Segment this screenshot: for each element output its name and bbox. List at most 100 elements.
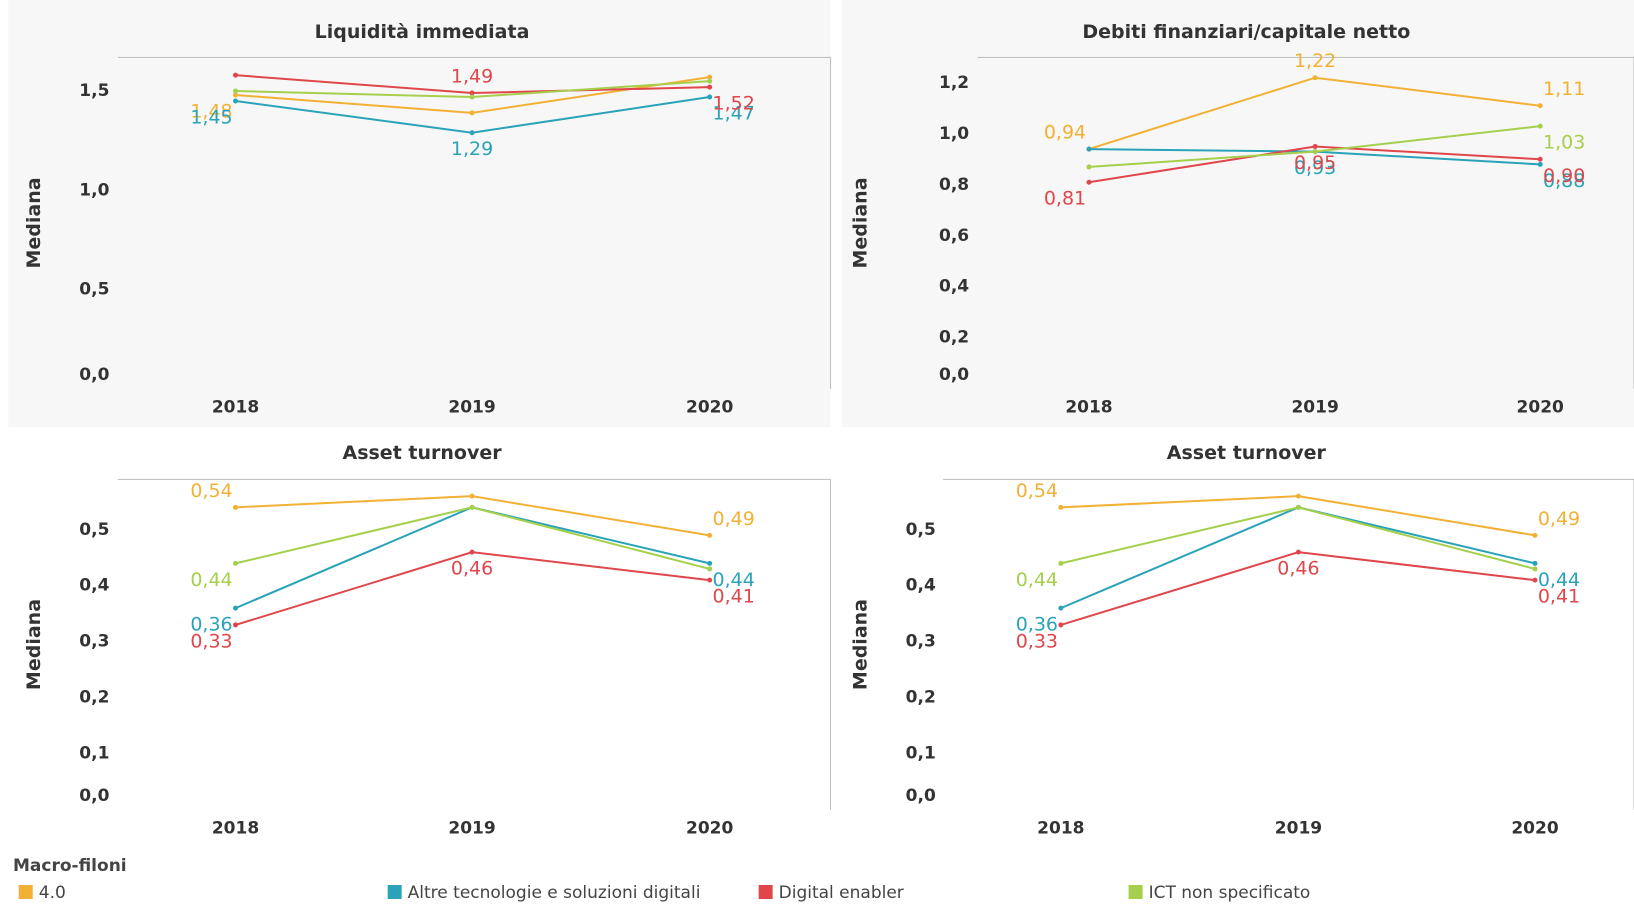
data-point: [1086, 179, 1092, 185]
legend-label: ICT non specificato: [1149, 883, 1311, 903]
data-point: [707, 560, 713, 566]
data-point: [1058, 605, 1064, 611]
legend-swatch: [1128, 885, 1143, 899]
legend-label: Altre tecnologie e soluzioni digitali: [408, 883, 701, 903]
data-point: [1537, 103, 1543, 109]
data-label: 0,81: [1044, 188, 1086, 210]
x-tick-label: 2019: [1291, 397, 1338, 417]
legend-label: Digital enabler: [779, 883, 904, 903]
data-point: [469, 90, 475, 96]
data-point: [233, 622, 239, 628]
y-tick-label: 0,0: [79, 365, 109, 385]
y-tick-label: 0,4: [939, 277, 969, 297]
chart-title: Asset turnover: [342, 442, 502, 464]
data-point: [1537, 123, 1543, 129]
data-point: [1312, 75, 1318, 81]
y-tick-label: 0,2: [939, 328, 969, 348]
data-point: [707, 532, 713, 538]
y-tick-label: 0,8: [939, 175, 969, 195]
data-point: [1532, 532, 1538, 538]
series-line: [235, 495, 710, 537]
y-tick-label: 0,1: [79, 744, 109, 764]
y-tick-label: 0,2: [906, 688, 936, 708]
panel-background: [8, 0, 831, 428]
data-label: 0,46: [1277, 558, 1319, 580]
data-point: [469, 493, 475, 499]
data-label: 0,33: [190, 630, 232, 652]
data-point: [707, 566, 713, 572]
data-point: [469, 110, 475, 116]
data-label: 1,11: [1543, 78, 1585, 100]
y-tick-label: 0,4: [79, 576, 109, 596]
y-tick-label: 0,5: [906, 520, 936, 540]
data-label: 1,45: [190, 106, 232, 128]
legend-swatch: [758, 885, 773, 899]
y-tick-label: 1,2: [939, 73, 969, 93]
data-label: 1,52: [713, 93, 755, 115]
data-point: [707, 577, 713, 583]
chart-title: Liquidità immediata: [315, 21, 530, 43]
x-tick-label: 2020: [686, 818, 733, 838]
panel-background: [842, 0, 1634, 428]
x-tick-label: 2018: [212, 397, 259, 417]
y-tick-label: 0,0: [939, 365, 969, 385]
data-point: [1086, 146, 1092, 152]
x-tick-label: 2020: [1511, 818, 1558, 838]
data-point: [469, 130, 475, 136]
data-label: 1,49: [451, 66, 493, 88]
x-tick-label: 2018: [1037, 818, 1084, 838]
data-point: [1537, 156, 1543, 162]
data-label: 0,44: [1016, 569, 1058, 591]
data-point: [1532, 577, 1538, 583]
data-label: 1,22: [1294, 50, 1336, 72]
data-point: [1086, 164, 1092, 170]
y-tick-label: 0,3: [79, 632, 109, 652]
data-label: 0,46: [451, 558, 493, 580]
y-tick-label: 0,2: [79, 688, 109, 708]
data-label: 0,36: [190, 614, 232, 636]
y-axis-label: Mediana: [849, 177, 871, 268]
data-point: [233, 92, 239, 98]
data-point: [1312, 144, 1318, 150]
data-label: 1,47: [713, 103, 755, 125]
y-axis-label: Mediana: [23, 177, 45, 268]
data-label: 0,41: [1538, 586, 1580, 608]
y-tick-label: 0,4: [906, 576, 936, 596]
data-point: [1312, 149, 1318, 155]
y-tick-label: 0,6: [939, 226, 969, 246]
data-point: [233, 98, 239, 104]
data-point: [1058, 504, 1064, 510]
data-point: [1058, 560, 1064, 566]
y-tick-label: 1,0: [939, 124, 969, 144]
data-label: 0,44: [713, 569, 755, 591]
data-label: 0,94: [1044, 122, 1086, 144]
data-label: 0,90: [1543, 165, 1585, 187]
data-label: 1,29: [451, 138, 493, 160]
x-tick-label: 2018: [1065, 397, 1112, 417]
data-point: [707, 94, 713, 100]
data-label: 1,48: [190, 101, 232, 123]
data-label: 0,93: [1294, 157, 1336, 179]
y-tick-label: 1,0: [79, 180, 109, 200]
x-tick-label: 2020: [686, 397, 733, 417]
data-label: 0,44: [190, 569, 232, 591]
y-tick-label: 0,0: [79, 786, 109, 806]
x-tick-label: 2019: [1275, 818, 1322, 838]
data-point: [233, 72, 239, 78]
data-point: [1537, 161, 1543, 167]
x-tick-label: 2019: [448, 397, 495, 417]
data-point: [1058, 622, 1064, 628]
data-label: 0,54: [190, 480, 232, 502]
data-point: [1295, 493, 1301, 499]
y-tick-label: 0,1: [906, 744, 936, 764]
data-point: [469, 504, 475, 510]
y-tick-label: 1,5: [79, 81, 109, 101]
data-point: [233, 605, 239, 611]
legend-label: 4.0: [39, 883, 66, 903]
data-point: [233, 88, 239, 94]
data-label: 0,88: [1543, 170, 1585, 192]
data-point: [1295, 549, 1301, 555]
y-axis-label: Mediana: [23, 599, 45, 690]
y-tick-label: 0,5: [79, 279, 109, 299]
